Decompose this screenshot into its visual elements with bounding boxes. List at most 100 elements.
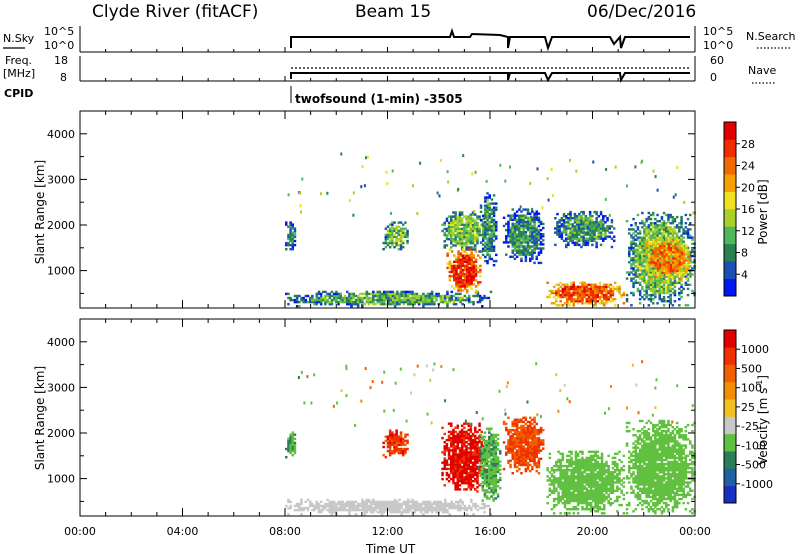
range-cell xyxy=(458,242,462,245)
range-cell xyxy=(557,467,560,470)
range-cell xyxy=(430,290,434,294)
range-cell xyxy=(350,292,353,296)
range-cell xyxy=(645,228,648,231)
range-cell xyxy=(599,243,603,247)
range-cell xyxy=(663,263,666,266)
range-cell xyxy=(476,457,479,460)
range-cell xyxy=(490,220,494,224)
range-cell xyxy=(386,449,390,453)
range-cell xyxy=(471,465,475,468)
range-cell xyxy=(579,293,582,297)
range-cell xyxy=(546,295,549,299)
range-cell xyxy=(399,433,403,436)
range-cell xyxy=(492,497,495,500)
range-cell xyxy=(391,169,394,173)
range-cell xyxy=(400,504,403,508)
range-cell xyxy=(548,293,552,297)
range-cell xyxy=(541,206,544,210)
range-cell xyxy=(388,449,392,453)
range-cell xyxy=(485,296,488,300)
range-cell xyxy=(652,271,655,274)
range-cell xyxy=(459,274,462,278)
range-cell xyxy=(490,480,493,484)
range-cell xyxy=(393,433,396,436)
range-cell xyxy=(470,279,473,282)
range-cell xyxy=(600,293,604,297)
range-cell xyxy=(398,300,401,304)
range-cell xyxy=(415,300,419,304)
range-cell xyxy=(453,264,456,268)
range-cell xyxy=(471,463,475,466)
range-cell xyxy=(669,238,673,242)
range-cell xyxy=(570,281,573,284)
range-cell xyxy=(570,285,573,289)
range-cell xyxy=(634,254,637,258)
range-cell xyxy=(526,243,530,246)
range-cell xyxy=(569,212,572,216)
range-cell xyxy=(522,228,525,232)
range-cell xyxy=(447,449,451,452)
range-cell xyxy=(524,239,528,242)
range-cell xyxy=(645,283,648,286)
range-cell xyxy=(669,236,672,239)
range-cell xyxy=(467,467,470,471)
range-cell xyxy=(496,478,500,482)
range-cell xyxy=(518,461,521,465)
range-cell xyxy=(399,233,403,237)
range-cell xyxy=(471,233,475,237)
range-cell xyxy=(479,256,482,259)
range-cell xyxy=(319,292,323,296)
range-cell xyxy=(569,219,572,222)
range-cell xyxy=(389,298,393,302)
range-cell xyxy=(457,285,460,288)
range-cell xyxy=(563,295,567,299)
range-cell xyxy=(469,445,473,448)
range-cell xyxy=(492,206,496,209)
range-cell xyxy=(457,504,460,508)
range-cell xyxy=(542,243,545,246)
range-cell xyxy=(291,225,294,228)
range-cell xyxy=(406,241,409,245)
range-cell xyxy=(384,233,388,237)
range-cell xyxy=(529,431,532,434)
range-cell xyxy=(456,215,460,218)
range-cell xyxy=(341,508,345,512)
range-cell xyxy=(291,433,294,436)
range-cell xyxy=(654,271,657,274)
range-cell xyxy=(676,269,679,272)
range-cell xyxy=(389,504,393,508)
range-cell xyxy=(463,287,467,290)
range-cell xyxy=(413,298,416,302)
range-cell xyxy=(443,484,446,487)
range-cell xyxy=(589,298,593,301)
range-cell xyxy=(490,233,494,236)
range-cell xyxy=(343,296,347,300)
range-cell xyxy=(645,263,648,266)
range-cell xyxy=(443,447,446,450)
range-cell xyxy=(446,508,449,512)
range-cell xyxy=(550,168,553,171)
range-cell xyxy=(295,504,299,508)
power-region xyxy=(441,211,486,253)
range-cell xyxy=(588,219,592,222)
range-cell xyxy=(673,226,677,229)
range-cell xyxy=(474,459,477,462)
range-cell xyxy=(669,244,672,247)
range-cell xyxy=(293,233,297,237)
range-cell xyxy=(647,285,651,289)
range-cell xyxy=(457,187,460,191)
range-cell xyxy=(645,287,648,291)
range-cell xyxy=(689,259,692,262)
range-cell xyxy=(332,508,336,512)
range-cell xyxy=(678,236,681,239)
range-cell xyxy=(595,243,598,247)
range-cell xyxy=(463,242,466,245)
range-cell xyxy=(515,233,519,236)
range-cell xyxy=(513,235,517,238)
range-cell xyxy=(522,420,525,424)
range-cell xyxy=(402,439,405,442)
range-cell xyxy=(324,294,327,298)
range-cell xyxy=(483,495,487,498)
range-cell xyxy=(652,242,655,246)
range-cell xyxy=(526,428,530,432)
